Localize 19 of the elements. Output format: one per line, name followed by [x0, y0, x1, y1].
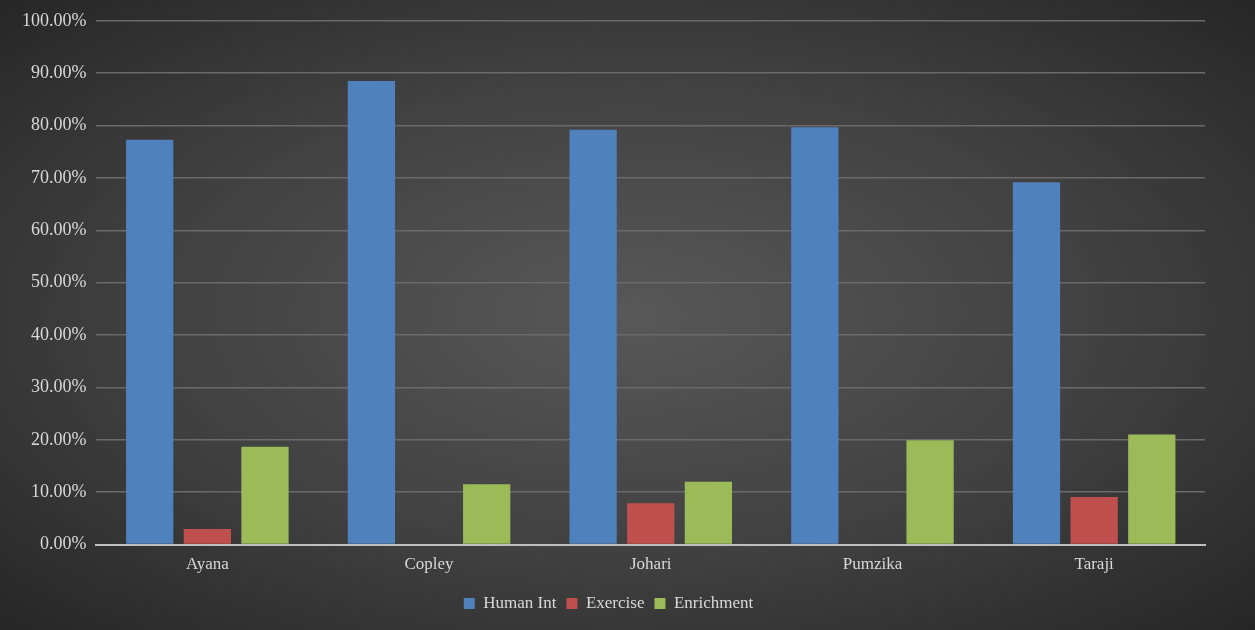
x-tick-label: Taraji	[1074, 554, 1115, 574]
y-tick-label: 50.00%	[30, 271, 87, 292]
y-tick-label: 10.00%	[30, 480, 87, 501]
y-tick-label: 20.00%	[30, 428, 87, 449]
x-tick-label: Pumzika	[842, 554, 903, 574]
y-tick-label: 0.00%	[39, 533, 87, 554]
x-tick-label: Copley	[404, 554, 455, 574]
y-tick-label: 40.00%	[30, 323, 87, 344]
legend-label: Exercise	[585, 592, 645, 612]
y-tick-label: 100.00%	[21, 9, 87, 30]
x-tick-label: Johari	[629, 554, 672, 574]
y-tick-label: 80.00%	[30, 114, 87, 135]
y-tick-label: 60.00%	[30, 219, 87, 240]
legend-label: Human Int	[483, 592, 557, 612]
y-tick-label: 70.00%	[30, 166, 87, 187]
y-tick-label: 30.00%	[30, 376, 87, 397]
x-tick-label: Ayana	[185, 554, 230, 574]
legend-label: Enrichment	[673, 592, 754, 612]
y-tick-label: 90.00%	[30, 61, 87, 82]
